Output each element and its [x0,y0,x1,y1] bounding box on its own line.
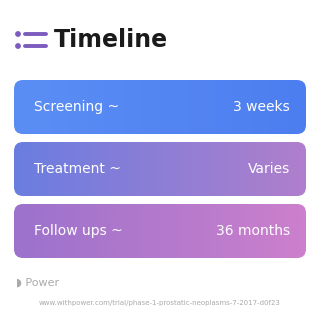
Text: 3 weeks: 3 weeks [233,100,290,114]
Text: Follow ups ~: Follow ups ~ [34,224,123,238]
Text: ◗ Power: ◗ Power [16,278,59,288]
Text: Timeline: Timeline [54,28,168,52]
Text: www.withpower.com/trial/phase-1-prostatic-neoplasms-7-2017-d0f23: www.withpower.com/trial/phase-1-prostati… [39,300,281,306]
Circle shape [16,44,20,48]
Text: Treatment ~: Treatment ~ [34,162,121,176]
Text: Screening ~: Screening ~ [34,100,119,114]
Text: Varies: Varies [248,162,290,176]
Circle shape [16,32,20,36]
Text: 36 months: 36 months [216,224,290,238]
